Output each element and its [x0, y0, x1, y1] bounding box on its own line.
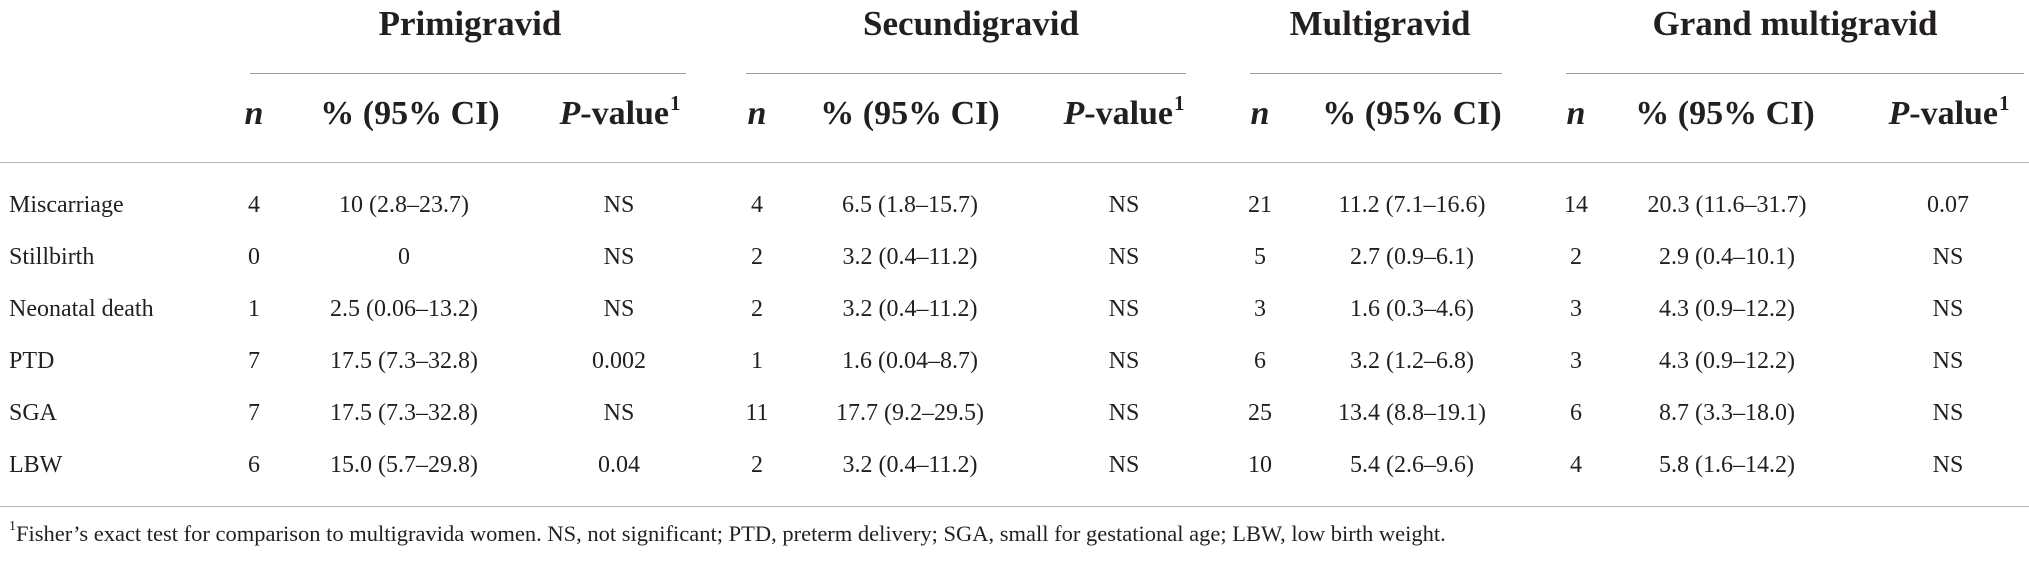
table-cell: 11.2 (7.1–16.6)	[1338, 192, 1486, 218]
footnote: 1Fisher’s exact test for comparison to m…	[9, 519, 1446, 546]
table-cell: NS	[1932, 348, 1964, 374]
table-cell: 5.8 (1.6–14.2)	[1659, 452, 1795, 478]
table-cell: 13.4 (8.8–19.1)	[1338, 400, 1486, 426]
table-cell: NS	[1108, 348, 1140, 374]
table-cell: 0.07	[1927, 192, 1969, 218]
group-header-secundigravid: Secundigravid	[863, 4, 1079, 43]
table-cell: NS	[1932, 296, 1964, 322]
row-label: Neonatal death	[9, 296, 154, 322]
table-cell: 0	[248, 244, 260, 270]
table-cell: 4.3 (0.9–12.2)	[1659, 348, 1795, 374]
subheader-p-value: P-value1	[559, 91, 681, 132]
table-cell: NS	[1932, 452, 1964, 478]
group-divider-grand-multigravid	[1566, 73, 2024, 74]
table-cell: 4.3 (0.9–12.2)	[1659, 296, 1795, 322]
group-divider-multigravid	[1250, 73, 1502, 74]
table-cell: 1.6 (0.3–4.6)	[1350, 296, 1474, 322]
subheader-percent-ci: % (95% CI)	[820, 95, 1000, 132]
table-cell: 5	[1254, 244, 1266, 270]
table-cell: 15.0 (5.7–29.8)	[330, 452, 478, 478]
table-cell: NS	[1108, 192, 1140, 218]
group-header-grand-multigravid: Grand multigravid	[1652, 4, 1938, 43]
table-cell: 3	[1570, 296, 1582, 322]
table-cell: NS	[603, 296, 635, 322]
table-cell: 1	[248, 296, 260, 322]
table-cell: 3.2 (0.4–11.2)	[842, 244, 978, 270]
table-cell: NS	[1108, 296, 1140, 322]
table-cell: NS	[1108, 244, 1140, 270]
table-cell: 2	[751, 452, 763, 478]
table-cell: 2.7 (0.9–6.1)	[1350, 244, 1474, 270]
group-divider-secundigravid	[746, 73, 1186, 74]
subheader-percent-ci: % (95% CI)	[1322, 95, 1502, 132]
header-rule	[0, 162, 2029, 163]
table-cell: 2	[751, 244, 763, 270]
table-cell: 7	[248, 400, 260, 426]
body-bottom-rule	[0, 506, 2029, 507]
table-cell: NS	[603, 192, 635, 218]
table-cell: 8.7 (3.3–18.0)	[1659, 400, 1795, 426]
table-cell: 3.2 (0.4–11.2)	[842, 452, 978, 478]
table-cell: 3	[1570, 348, 1582, 374]
group-header-primigravid: Primigravid	[378, 4, 562, 43]
row-label: PTD	[9, 348, 55, 374]
table-cell: 10	[1248, 452, 1272, 478]
subheader-n: n	[747, 95, 767, 132]
table-cell: 1	[751, 348, 763, 374]
table-cell: 3.2 (1.2–6.8)	[1350, 348, 1474, 374]
table-cell: 2	[1570, 244, 1582, 270]
subheader-n: n	[1566, 95, 1586, 132]
subheader-p-value: P-value1	[1888, 91, 2010, 132]
table-cell: 14	[1564, 192, 1588, 218]
row-label: Miscarriage	[9, 192, 124, 218]
subheader-percent-ci: % (95% CI)	[1635, 95, 1815, 132]
table-cell: 2	[751, 296, 763, 322]
table-cell: 6	[1254, 348, 1266, 374]
table-cell: 2.9 (0.4–10.1)	[1659, 244, 1795, 270]
table-cell: 1.6 (0.04–8.7)	[842, 348, 978, 374]
table-cell: NS	[1108, 400, 1140, 426]
table-cell: NS	[1932, 244, 1964, 270]
subheader-percent-ci: % (95% CI)	[320, 95, 500, 132]
table-cell: NS	[603, 400, 635, 426]
table-cell: 4	[1570, 452, 1582, 478]
subheader-p-value: P-value1	[1063, 91, 1185, 132]
table-cell: 6	[248, 452, 260, 478]
table-cell: 17.5 (7.3–32.8)	[330, 348, 478, 374]
table-cell: 5.4 (2.6–9.6)	[1350, 452, 1474, 478]
table-cell: 4	[751, 192, 763, 218]
table-cell: 3	[1254, 296, 1266, 322]
table-cell: 21	[1248, 192, 1272, 218]
table-cell: 6	[1570, 400, 1582, 426]
table-cell: 6.5 (1.8–15.7)	[842, 192, 978, 218]
table-cell: NS	[1932, 400, 1964, 426]
row-label: Stillbirth	[9, 244, 95, 270]
group-divider-primigravid	[250, 73, 686, 74]
table-cell: 0.04	[598, 452, 640, 478]
group-header-multigravid: Multigravid	[1289, 4, 1471, 43]
table-cell: 11	[745, 400, 769, 426]
table-cell: NS	[1108, 452, 1140, 478]
table-cell: 17.7 (9.2–29.5)	[836, 400, 984, 426]
table-cell: 20.3 (11.6–31.7)	[1647, 192, 1807, 218]
table-cell: NS	[603, 244, 635, 270]
table-cell: 3.2 (0.4–11.2)	[842, 296, 978, 322]
subheader-n: n	[1250, 95, 1270, 132]
table-cell: 4	[248, 192, 260, 218]
table-cell: 7	[248, 348, 260, 374]
table-cell: 0	[398, 244, 410, 270]
subheader-n: n	[244, 95, 264, 132]
table-cell: 10 (2.8–23.7)	[339, 192, 469, 218]
row-label: SGA	[9, 400, 58, 426]
table-cell: 2.5 (0.06–13.2)	[330, 296, 478, 322]
row-label: LBW	[9, 452, 63, 478]
table-cell: 0.002	[592, 348, 646, 374]
table-cell: 25	[1248, 400, 1272, 426]
table-cell: 17.5 (7.3–32.8)	[330, 400, 478, 426]
